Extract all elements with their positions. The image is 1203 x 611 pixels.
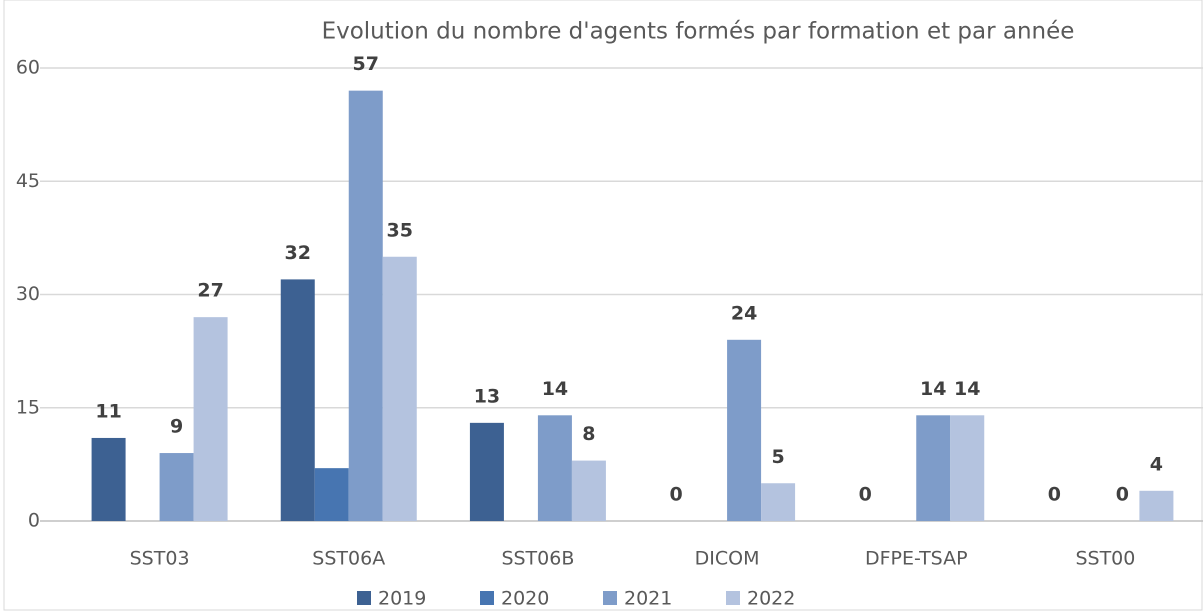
bar (382, 256, 417, 521)
data-label: 0 (1116, 484, 1129, 506)
x-tick-label: SST06A (312, 548, 385, 570)
data-label: 14 (954, 378, 980, 400)
data-label: 9 (170, 416, 183, 438)
data-label: 4 (1150, 453, 1163, 475)
legend-swatch (603, 591, 617, 605)
legend-label: 2019 (378, 588, 426, 610)
bar (159, 453, 194, 521)
legend-label: 2022 (747, 588, 795, 610)
legend-swatch (726, 591, 740, 605)
data-label: 8 (582, 423, 595, 445)
x-tick-label: SST06B (501, 548, 574, 570)
bar (193, 317, 228, 521)
bar (950, 415, 985, 521)
data-label: 0 (859, 484, 872, 506)
bar (91, 437, 126, 521)
data-label: 14 (542, 378, 568, 400)
data-label: 57 (353, 53, 379, 75)
bar (571, 460, 606, 521)
data-label: 5 (771, 446, 784, 468)
legend-label: 2021 (624, 588, 672, 610)
x-tick-label: SST00 (1075, 548, 1135, 570)
legend-swatch (480, 591, 494, 605)
chart-border (3, 0, 1203, 611)
bar (280, 279, 315, 521)
legend-label: 2020 (501, 588, 549, 610)
bar (537, 415, 572, 521)
y-tick-label: 45 (16, 170, 40, 192)
x-tick-label: SST03 (130, 548, 190, 570)
bar (314, 468, 349, 521)
data-label: 32 (285, 242, 311, 264)
bar (348, 90, 383, 522)
data-label: 14 (920, 378, 946, 400)
bar (727, 339, 762, 521)
data-label: 35 (387, 219, 413, 241)
data-label: 27 (197, 280, 223, 302)
legend-swatch (357, 591, 371, 605)
data-label: 0 (1048, 484, 1061, 506)
data-label: 13 (474, 385, 500, 407)
y-tick-label: 0 (28, 510, 40, 532)
data-label: 11 (95, 400, 121, 422)
x-tick-label: DFPE-TSAP (865, 548, 968, 570)
data-label: 24 (731, 302, 757, 324)
bar (761, 483, 796, 521)
bar (916, 415, 951, 521)
bar (1139, 490, 1174, 521)
y-tick-label: 60 (16, 57, 40, 79)
y-tick-label: 15 (16, 396, 40, 418)
chart-title: Evolution du nombre d'agents formés par … (322, 19, 1075, 45)
data-label: 0 (669, 484, 682, 506)
bar (469, 422, 504, 521)
x-tick-label: DICOM (695, 548, 760, 570)
y-tick-label: 30 (16, 283, 40, 305)
